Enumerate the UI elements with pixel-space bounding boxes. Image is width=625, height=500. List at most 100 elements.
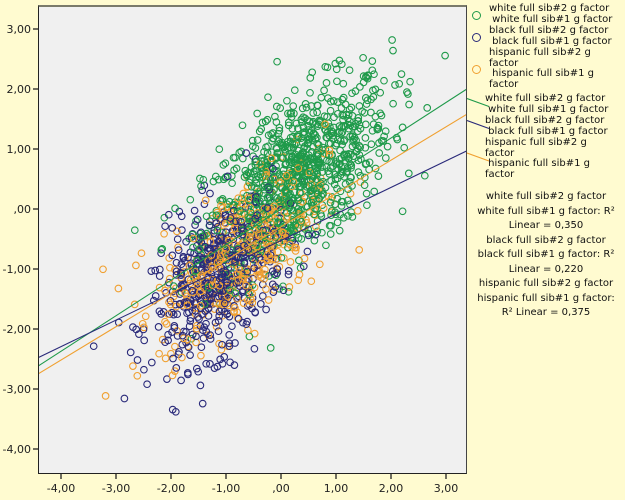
data-point [305,117,314,126]
data-point [165,298,173,307]
x-tick-label: ,00 [272,482,290,495]
data-point [306,154,314,162]
data-point [336,136,345,145]
r2-line: hispanic full sib#1 g factor: [477,292,615,304]
data-point [290,109,298,118]
data-point [294,164,303,172]
x-tick-label: 1,00 [324,482,349,495]
data-point [237,223,246,232]
data-point [198,186,207,195]
data-point [205,221,214,230]
data-point [151,292,160,300]
data-point [276,139,285,147]
data-point [275,196,283,205]
legend-label-line: white full sib#2 g factor [489,3,610,14]
data-point [271,112,279,121]
data-point [139,325,148,334]
data-point [273,247,282,256]
data-point [228,322,236,331]
data-point [218,228,226,237]
data-point [284,109,292,118]
data-point [264,184,273,193]
data-point [157,310,166,318]
data-point [333,184,341,193]
data-point [397,70,406,78]
data-point [304,136,313,144]
data-point [211,172,220,181]
data-point [251,183,259,192]
data-point [326,230,335,238]
data-point [369,120,378,129]
data-point [246,229,255,237]
data-point [351,87,360,95]
data-point [266,196,275,205]
data-point [262,285,270,293]
data-point [222,228,230,237]
data-point [215,292,223,301]
data-point [356,83,364,91]
data-point [258,154,266,162]
r2-line: black full sib#2 g factor [486,234,606,246]
data-point [238,154,247,163]
data-point [186,195,195,204]
data-point [389,99,397,108]
data-point [161,338,169,347]
data-point [339,213,348,222]
data-point [310,168,319,176]
data-point [356,124,365,133]
data-point [242,320,251,329]
data-point [247,182,256,191]
data-point [272,166,281,175]
legend-label: black full sib#2 g factor black full sib… [489,25,612,47]
data-point [199,334,208,343]
data-point [302,103,311,112]
data-point [304,126,313,134]
data-point [263,158,271,167]
legend-label-line: factor [489,78,519,90]
data-point [207,251,216,259]
data-point [177,376,185,385]
data-point [239,269,248,278]
data-point [212,276,221,285]
data-point [354,168,363,176]
data-point [206,331,215,339]
legend-marker-icon [472,10,481,20]
data-point [362,189,371,198]
data-point [294,276,303,285]
data-point [326,106,335,115]
data-point [172,364,181,372]
data-point [183,335,192,344]
data-point [218,340,226,349]
data-point [223,172,232,181]
data-point [206,287,215,296]
data-point [333,174,342,183]
data-point [307,277,316,286]
data-point [201,196,210,205]
data-point [193,281,202,290]
data-point [310,185,318,193]
data-point [250,283,259,292]
data-point [320,86,328,95]
data-point [288,236,297,245]
data-point [191,306,200,315]
data-point [155,349,163,358]
data-point [370,70,378,79]
legend-line-icon [467,152,490,162]
data-point [266,344,275,352]
data-point [299,148,308,157]
data-point [306,176,315,184]
data-point [348,213,357,221]
data-point [420,171,429,180]
data-point [215,312,224,320]
data-point [272,102,281,111]
data-point [318,168,327,176]
data-point [359,53,367,62]
data-point [289,102,298,110]
data-point [248,142,257,151]
data-point [114,284,123,293]
data-point [262,305,270,314]
data-point [245,178,254,187]
r2-line: white full sib#2 g factor [485,191,607,202]
x-tick-label: -2,00 [157,482,185,495]
data-point [187,334,196,343]
